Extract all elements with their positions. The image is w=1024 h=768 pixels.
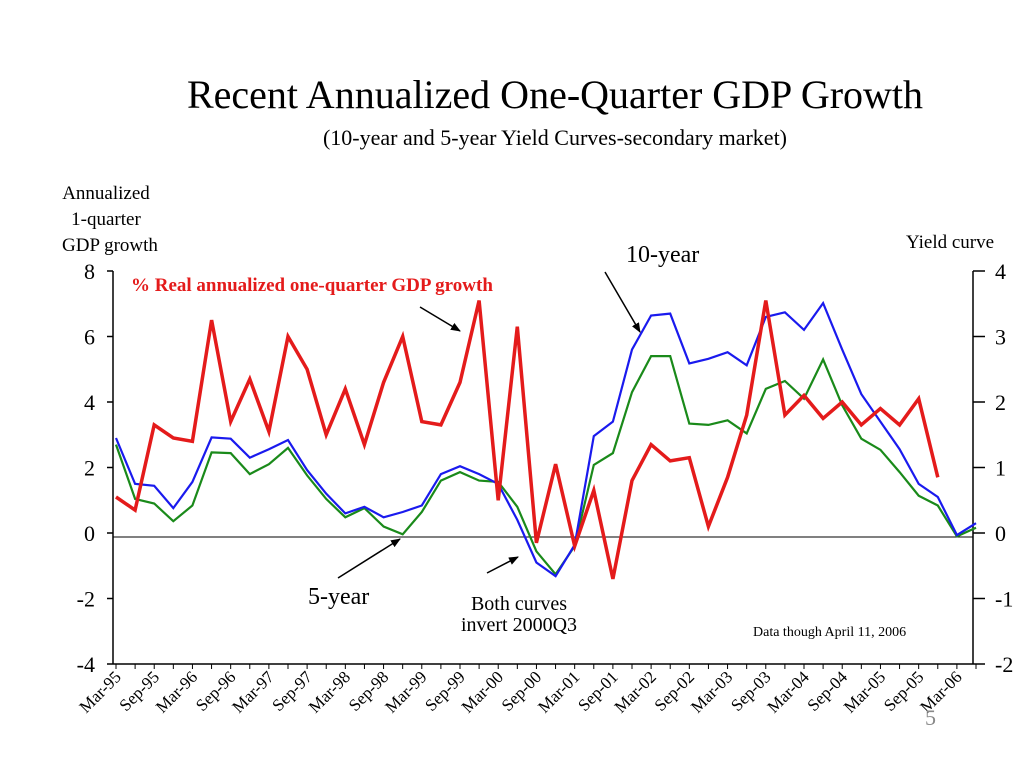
- x-tick-label: Mar-97: [228, 667, 278, 717]
- left-tick-label: -2: [77, 587, 95, 612]
- x-tick-label: Mar-98: [305, 667, 354, 716]
- left-axis-label-line2: 1-quarter: [71, 209, 141, 230]
- invert-arrow: [486, 556, 519, 574]
- left-tick-label: 2: [84, 456, 95, 481]
- right-tick-label: 2: [995, 390, 1006, 415]
- x-tick-label: Mar-03: [687, 667, 736, 716]
- chart-subtitle: (10-year and 5-year Yield Curves-seconda…: [322, 125, 788, 150]
- right-tick-label: 3: [995, 325, 1006, 350]
- right-tick-label: 1: [995, 456, 1006, 481]
- x-tick-label: Mar-05: [840, 667, 889, 716]
- series-layer: [114, 300, 977, 580]
- right-tick-label: 4: [995, 259, 1006, 284]
- x-tick-label: Mar-99: [381, 667, 430, 716]
- left-tick-label: 0: [84, 521, 95, 546]
- gdp-label-arrow: [419, 306, 461, 332]
- left-axis-label-line3: GDP growth: [62, 235, 158, 256]
- left-axis-label-line1: Annualized: [62, 183, 150, 204]
- data-note: Data though April 11, 2006: [753, 625, 906, 640]
- right-tick-label: -1: [995, 587, 1013, 612]
- ten-year-arrow: [604, 271, 641, 333]
- x-tick-label: Mar-02: [611, 667, 660, 716]
- x-tick-label: Mar-06: [916, 667, 965, 716]
- left-tick-label: 6: [84, 325, 95, 350]
- gdp-series-label: % Real annualized one-quarter GDP growth: [131, 275, 493, 296]
- left-tick-label: 4: [84, 390, 95, 415]
- left-tick-label: 8: [84, 259, 95, 284]
- x-tick-label: Mar-04: [764, 667, 814, 717]
- five-year-label: 5-year: [308, 584, 369, 610]
- chart-title: Recent Annualized One-Quarter GDP Growth: [186, 72, 924, 117]
- axes: 86420-2-443210-1-2Mar-95Sep-95Mar-96Sep-…: [76, 259, 1014, 717]
- right-axis-label: Yield curve: [906, 232, 994, 253]
- right-tick-label: 0: [995, 521, 1006, 546]
- left-tick-label: -4: [77, 652, 95, 677]
- ten-year-label: 10-year: [626, 242, 699, 268]
- ten-year-yield-curve-line: [114, 300, 977, 578]
- x-tick-label: Mar-01: [534, 667, 583, 716]
- x-tick-label: Mar-96: [152, 667, 201, 716]
- labels: Annualized 1-quarter GDP growth Yield cu…: [62, 183, 994, 730]
- gdp-growth-line: [115, 300, 940, 580]
- page-number: 5: [925, 705, 936, 730]
- five-year-yield-curve-line: [114, 355, 977, 577]
- five-year-arrow: [337, 538, 401, 579]
- invert-note-line2: invert 2000Q3: [461, 614, 577, 636]
- x-tick-label: Mar-00: [458, 667, 507, 716]
- right-tick-label: -2: [995, 652, 1013, 677]
- invert-note-line1: Both curves: [471, 593, 567, 615]
